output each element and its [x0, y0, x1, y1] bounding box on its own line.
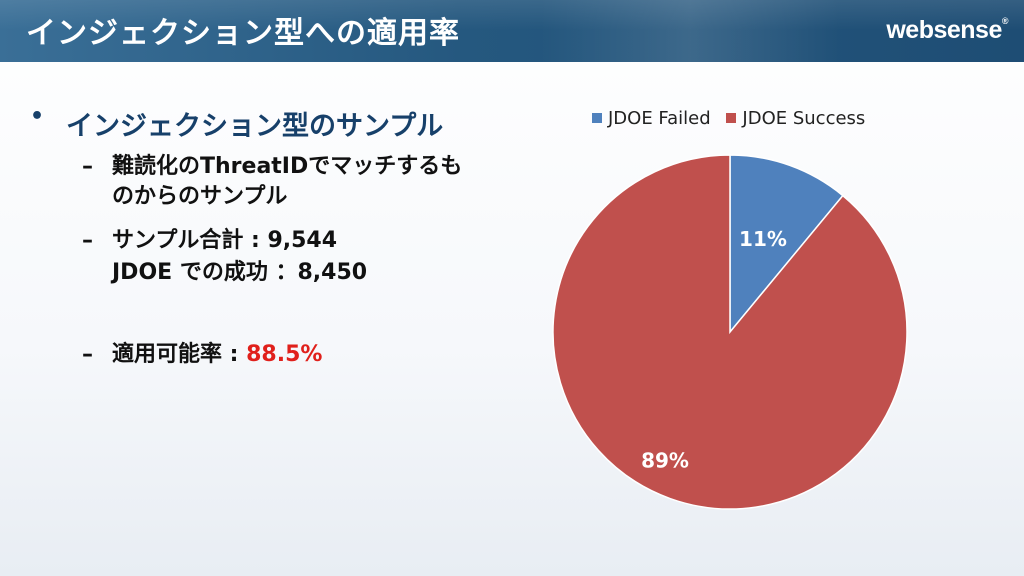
legend-label-failed: JDOE Failed	[608, 107, 711, 129]
pie-slice-success	[552, 154, 908, 510]
legend-item-failed: JDOE Failed	[592, 108, 711, 129]
dash-icon: –	[82, 228, 93, 253]
title-bar: インジェクション型への適用率 websense®	[0, 0, 1024, 62]
title-bar-shine	[0, 0, 1024, 30]
legend-swatch-success	[726, 113, 737, 123]
sub-bullet-2-line1: サンプル合計 : 9,544	[112, 228, 338, 253]
main-bullet-text: インジェクション型のサンプル	[66, 111, 444, 142]
pie-label-success: 89%	[641, 449, 689, 473]
logo-text: websense	[886, 16, 1002, 44]
bullet-dot: •	[30, 104, 45, 129]
rate-label: 適用可能率 :	[112, 342, 247, 367]
pie-slice-failed	[729, 154, 844, 335]
websense-logo: websense®	[886, 16, 1008, 45]
sub-bullet-1-line2: のからのサンプル	[112, 184, 288, 209]
legend-label-success: JDOE Success	[742, 107, 866, 129]
dash-icon: –	[82, 154, 93, 179]
legend-item-success: JDOE Success	[726, 108, 865, 129]
logo-registered-mark: ®	[1001, 16, 1009, 26]
title-bar-glow	[540, 0, 840, 62]
pie-chart: 11% 89%	[552, 154, 908, 510]
sub-bullet-2-line2: JDOE での成功 ：8,450	[112, 260, 368, 285]
slide-title: インジェクション型への適用率	[26, 16, 460, 51]
dash-icon: –	[82, 342, 93, 367]
pie-label-failed: 11%	[739, 227, 787, 251]
sub-bullet-3-text: 適用可能率 : 88.5%	[112, 340, 322, 370]
rate-value: 88.5%	[246, 342, 323, 367]
chart-legend: JDOE Failed JDOE Success	[592, 107, 875, 129]
sub-bullet-1-line1: 難読化のThreatIDでマッチするも	[112, 154, 463, 179]
legend-swatch-failed	[592, 113, 602, 123]
